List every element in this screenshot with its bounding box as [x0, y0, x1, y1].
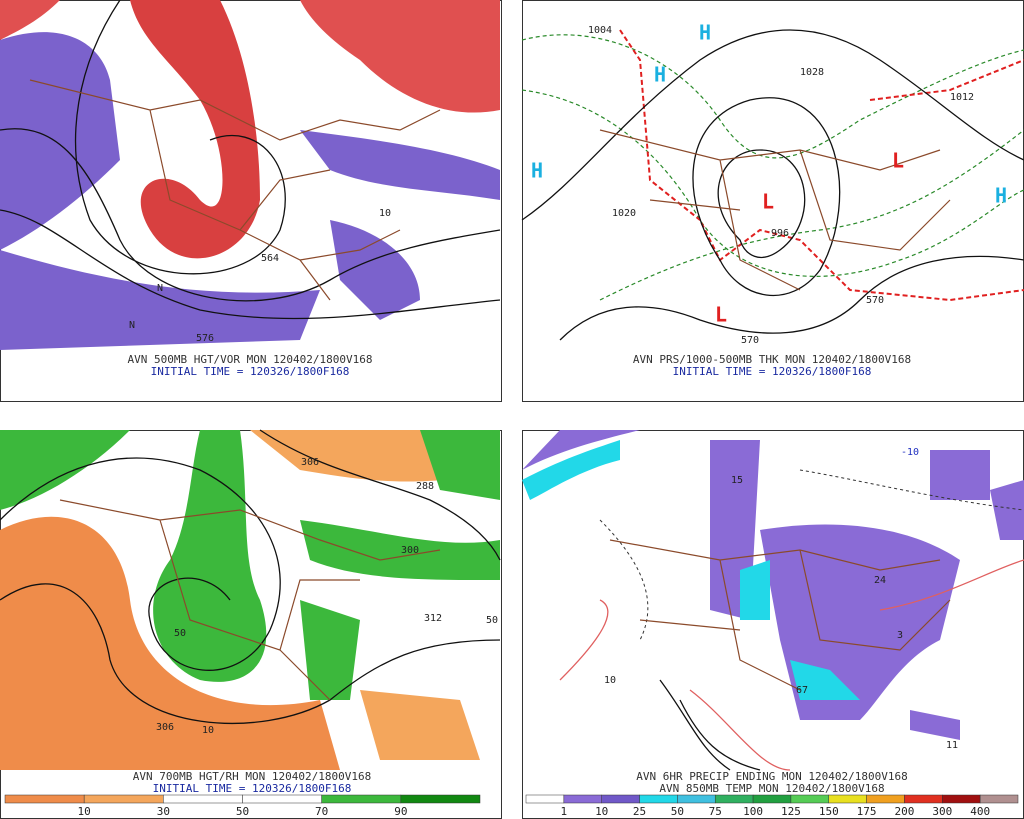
- colorbar: 1 10 25 50 75 100 125 150 175 200 300 400: [525, 794, 1019, 818]
- vorticity-negative: [0, 32, 320, 351]
- contour-label: 50: [486, 615, 498, 626]
- colorbar-swatch: [601, 794, 640, 804]
- vorticity-positive: [0, 0, 500, 113]
- low-marker: L: [715, 303, 727, 327]
- colorbar-swatch: [525, 794, 565, 804]
- colorbar-label: 1: [561, 805, 568, 818]
- colorbar-swatch: [942, 794, 981, 804]
- initial-time: INITIAL TIME = 120326/1800F168: [673, 365, 872, 378]
- contour-label: 1028: [800, 67, 824, 78]
- panel-500mb: 564 576 10 N N AVN 500MB HGT/VOR MON 120…: [0, 0, 502, 402]
- colorbar-label: 100: [743, 805, 763, 818]
- contour-label: N: [157, 283, 163, 294]
- colorbar-swatch: [400, 794, 481, 804]
- panel-precip: 15 24 3 67 10 -10 11 AVN 6HR PRECIP ENDI…: [522, 430, 1024, 819]
- colorbar-swatch: [242, 794, 322, 804]
- colorbar-label: 75: [709, 805, 722, 818]
- colorbar-label: 400: [970, 805, 990, 818]
- colorbar: 10 30 50 70 90: [4, 794, 481, 818]
- contour-label: N: [129, 320, 135, 331]
- colorbar-swatch: [639, 794, 678, 804]
- colorbar-swatch: [714, 794, 754, 804]
- initial-time: INITIAL TIME = 120326/1800F168: [151, 365, 350, 378]
- caption: AVN 700MB HGT/RH MON 120402/1800V168: [133, 770, 371, 783]
- high-marker: H: [654, 63, 666, 87]
- colorbar-label: 175: [857, 805, 877, 818]
- caption: AVN 6HR PRECIP ENDING MON 120402/1800V16…: [636, 770, 908, 783]
- precip-moderate: [522, 440, 860, 700]
- colorbar-swatch: [752, 794, 792, 804]
- contour-label: 3: [897, 630, 903, 641]
- contour-label: 576: [196, 333, 214, 344]
- contour-label: 67: [796, 685, 808, 696]
- colorbar-label: 125: [781, 805, 801, 818]
- colorbar-label: 200: [895, 805, 915, 818]
- rh-dry: [0, 516, 340, 770]
- contour-label: 50: [174, 628, 186, 639]
- contour-label: 996: [771, 228, 789, 239]
- contour-label: 288: [416, 481, 434, 492]
- high-marker: H: [995, 184, 1007, 208]
- colorbar-swatch: [321, 794, 402, 804]
- contour-label: 306: [301, 457, 319, 468]
- contour-label: 1020: [612, 208, 636, 219]
- contour-label: 300: [401, 545, 419, 556]
- contour-label: 1012: [950, 92, 974, 103]
- colorbar-swatch: [163, 794, 243, 804]
- panel-pressure: H H H H L L L 1028 1020 1012 996 570 570…: [521, 0, 1024, 402]
- colorbar-label: 50: [236, 805, 249, 818]
- vorticity-positive: [130, 0, 260, 259]
- contour-label: 15: [731, 475, 743, 486]
- colorbar-swatch: [563, 794, 602, 804]
- caption: AVN 500MB HGT/VOR MON 120402/1800V168: [127, 353, 372, 366]
- vorticity-negative: [300, 130, 500, 320]
- low-marker: L: [892, 149, 904, 173]
- contour-label: 1004: [588, 25, 612, 36]
- colorbar-swatch: [828, 794, 867, 804]
- colorbar-label: 70: [315, 805, 328, 818]
- initial-time: INITIAL TIME = 120326/1800F168: [153, 782, 352, 795]
- colorbar-swatch: [677, 794, 716, 804]
- colorbar-label: 90: [394, 805, 407, 818]
- colorbar-label: 300: [932, 805, 952, 818]
- rh-moist: [0, 430, 500, 700]
- contour-label: 312: [424, 613, 442, 624]
- colorbar-swatch: [790, 794, 830, 804]
- low-marker: L: [762, 190, 774, 214]
- colorbar-label: 150: [819, 805, 839, 818]
- colorbar-label: 10: [78, 805, 91, 818]
- contour-label: 10: [604, 675, 616, 686]
- caption-2: AVN 850MB TEMP MON 120402/1800V168: [659, 782, 884, 795]
- colorbar-label: 30: [157, 805, 170, 818]
- contour-label: 10: [202, 725, 214, 736]
- colorbar-label: 25: [633, 805, 646, 818]
- colorbar-swatch: [83, 794, 164, 804]
- colorbar-swatch: [866, 794, 905, 804]
- contour-label: 570: [741, 335, 759, 346]
- high-marker: H: [531, 159, 543, 183]
- contour-label: 10: [379, 208, 391, 219]
- colorbar-swatch: [904, 794, 943, 804]
- contour-label: 11: [946, 740, 958, 751]
- contour-label: 570: [866, 295, 884, 306]
- panel-700mb: 306 312 300 288 50 50 10 306 AVN 700MB H…: [0, 429, 502, 819]
- caption: AVN PRS/1000-500MB THK MON 120402/1800V1…: [633, 353, 911, 366]
- colorbar-swatch: [4, 794, 85, 804]
- contour-label: 564: [261, 253, 279, 264]
- colorbar-swatch: [979, 794, 1019, 804]
- contour-label: -10: [901, 447, 919, 458]
- colorbar-label: 10: [595, 805, 608, 818]
- contour-label: 306: [156, 722, 174, 733]
- precip-light: [522, 430, 1024, 740]
- contour-label: 24: [874, 575, 886, 586]
- colorbar-label: 50: [671, 805, 684, 818]
- high-marker: H: [699, 21, 711, 45]
